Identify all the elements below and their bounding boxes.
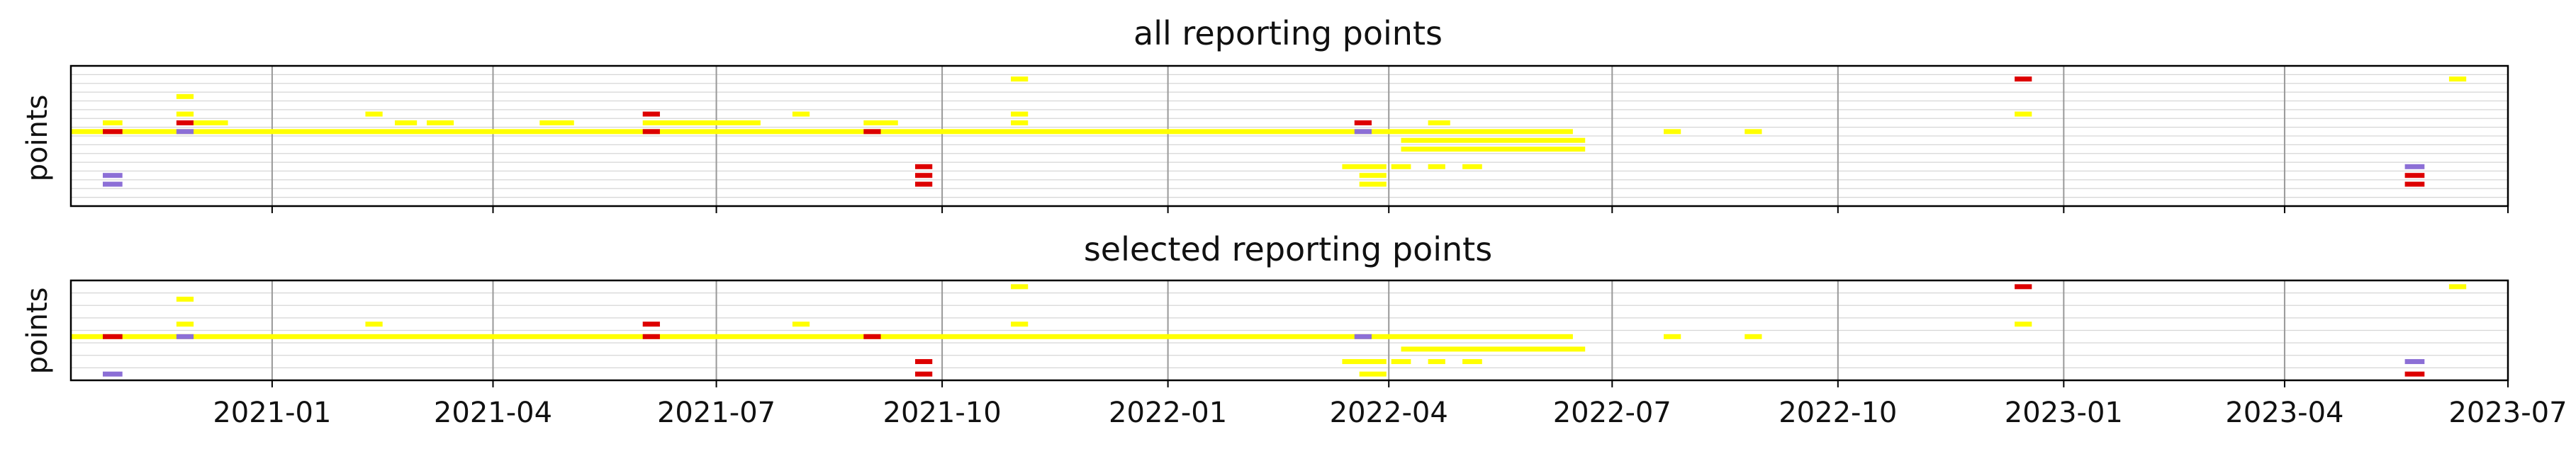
x-tick-label: 2021-07 (657, 397, 775, 429)
reporting-segment (1428, 359, 1445, 365)
plot-area (69, 279, 2509, 387)
reporting-segment (2448, 76, 2467, 82)
reporting-segment (915, 359, 933, 365)
reporting-segment (1354, 334, 1372, 339)
reporting-segment (1462, 164, 1482, 169)
reporting-segment (103, 181, 123, 187)
panel-selected-reporting-points: selected reporting points points (21, 230, 2509, 387)
reporting-segment (103, 173, 123, 178)
reporting-segment (2404, 359, 2425, 365)
reporting-segment (71, 334, 1573, 339)
plot-frame (69, 64, 2509, 208)
reporting-segment (427, 120, 454, 125)
reporting-segment (2448, 284, 2467, 290)
reporting-segment (863, 120, 898, 125)
reporting-segment (1462, 359, 1482, 365)
x-tick-label: 2021-01 (213, 397, 331, 429)
reporting-segment (2015, 111, 2032, 117)
reporting-segment (103, 120, 123, 125)
reporting-segment (1342, 359, 1387, 365)
reporting-segment (1011, 111, 1029, 117)
y-axis-label: points (21, 95, 54, 182)
reporting-segment (103, 371, 123, 377)
y-axis-label: points (21, 288, 54, 375)
reporting-segment (642, 334, 660, 339)
reporting-segment (1745, 129, 1762, 135)
panel-title: selected reporting points (1084, 230, 1492, 268)
x-tick-label: 2023-07 (2448, 397, 2567, 429)
reporting-segment (1011, 322, 1029, 327)
reporting-segment (1401, 147, 1586, 152)
reporting-segment (1011, 76, 1029, 82)
reporting-segment (2404, 181, 2425, 187)
reporting-segment (863, 129, 881, 135)
reporting-segment (2404, 173, 2425, 178)
x-tick-label: 2022-01 (1109, 397, 1227, 429)
reporting-segment (1745, 334, 1762, 339)
reporting-segment (539, 120, 574, 125)
reporting-segment (1663, 129, 1681, 135)
reporting-segment (176, 296, 194, 302)
plot-frame (69, 279, 2509, 382)
reporting-segment (1401, 137, 1586, 143)
reporting-segment (792, 111, 810, 117)
x-tick-label: 2021-10 (883, 397, 1002, 429)
x-tick-label: 2022-04 (1330, 397, 1448, 429)
reporting-segment (2015, 76, 2032, 82)
reporting-segment (103, 129, 123, 135)
reporting-segment (176, 322, 194, 327)
x-tick-label: 2022-07 (1553, 397, 1671, 429)
panel-title: all reporting points (1133, 14, 1443, 52)
reporting-segment (1391, 359, 1411, 365)
reporting-segment (2404, 164, 2425, 169)
reporting-segment (365, 322, 383, 327)
x-axis-tick-labels: 2021-01 2021-04 2021-07 2021-10 2022-01 2022-… (213, 397, 2567, 429)
reporting-segment (915, 371, 933, 377)
reporting-segment (194, 120, 228, 125)
reporting-segment (1663, 334, 1681, 339)
x-tick-label: 2021-04 (434, 397, 552, 429)
reporting-segment (1354, 120, 1372, 125)
panel-all-reporting-points: all reporting points points (21, 14, 2509, 213)
reporting-segment (1359, 371, 1387, 377)
reporting-segment (1428, 164, 1445, 169)
reporting-segment (915, 164, 933, 169)
reporting-segment (1011, 284, 1029, 290)
reporting-segment (103, 334, 123, 339)
plot-area (69, 64, 2509, 213)
reporting-segment (1359, 173, 1387, 178)
reporting-segment (642, 322, 660, 327)
reporting-segment (2015, 284, 2032, 290)
reporting-segment (71, 129, 1573, 135)
x-tick-label: 2023-01 (2005, 397, 2123, 429)
reporting-segment (176, 334, 194, 339)
reporting-segment (1391, 164, 1411, 169)
reporting-segment (176, 120, 194, 125)
reporting-segment (395, 120, 418, 125)
reporting-segment (915, 181, 933, 187)
reporting-segment (1342, 164, 1387, 169)
reporting-segment (863, 334, 881, 339)
x-tick-label: 2023-04 (2225, 397, 2343, 429)
reporting-segment (2015, 322, 2032, 327)
reporting-segment (1359, 181, 1387, 187)
reporting-segment (642, 129, 660, 135)
x-tick-label: 2022-10 (1779, 397, 1897, 429)
reporting-segment (1354, 129, 1372, 135)
reporting-segment (642, 120, 761, 125)
reporting-segment (176, 93, 194, 99)
reporting-segment (915, 173, 933, 178)
reporting-segment (176, 129, 194, 135)
reporting-segment (1428, 120, 1450, 125)
reporting-segment (1011, 120, 1029, 125)
reporting-segment (792, 322, 810, 327)
reporting-segment (1401, 346, 1586, 352)
reporting-segment (2404, 371, 2425, 377)
reporting-segment (642, 111, 660, 117)
reporting-segment (176, 111, 194, 117)
reporting-segment (365, 111, 383, 117)
